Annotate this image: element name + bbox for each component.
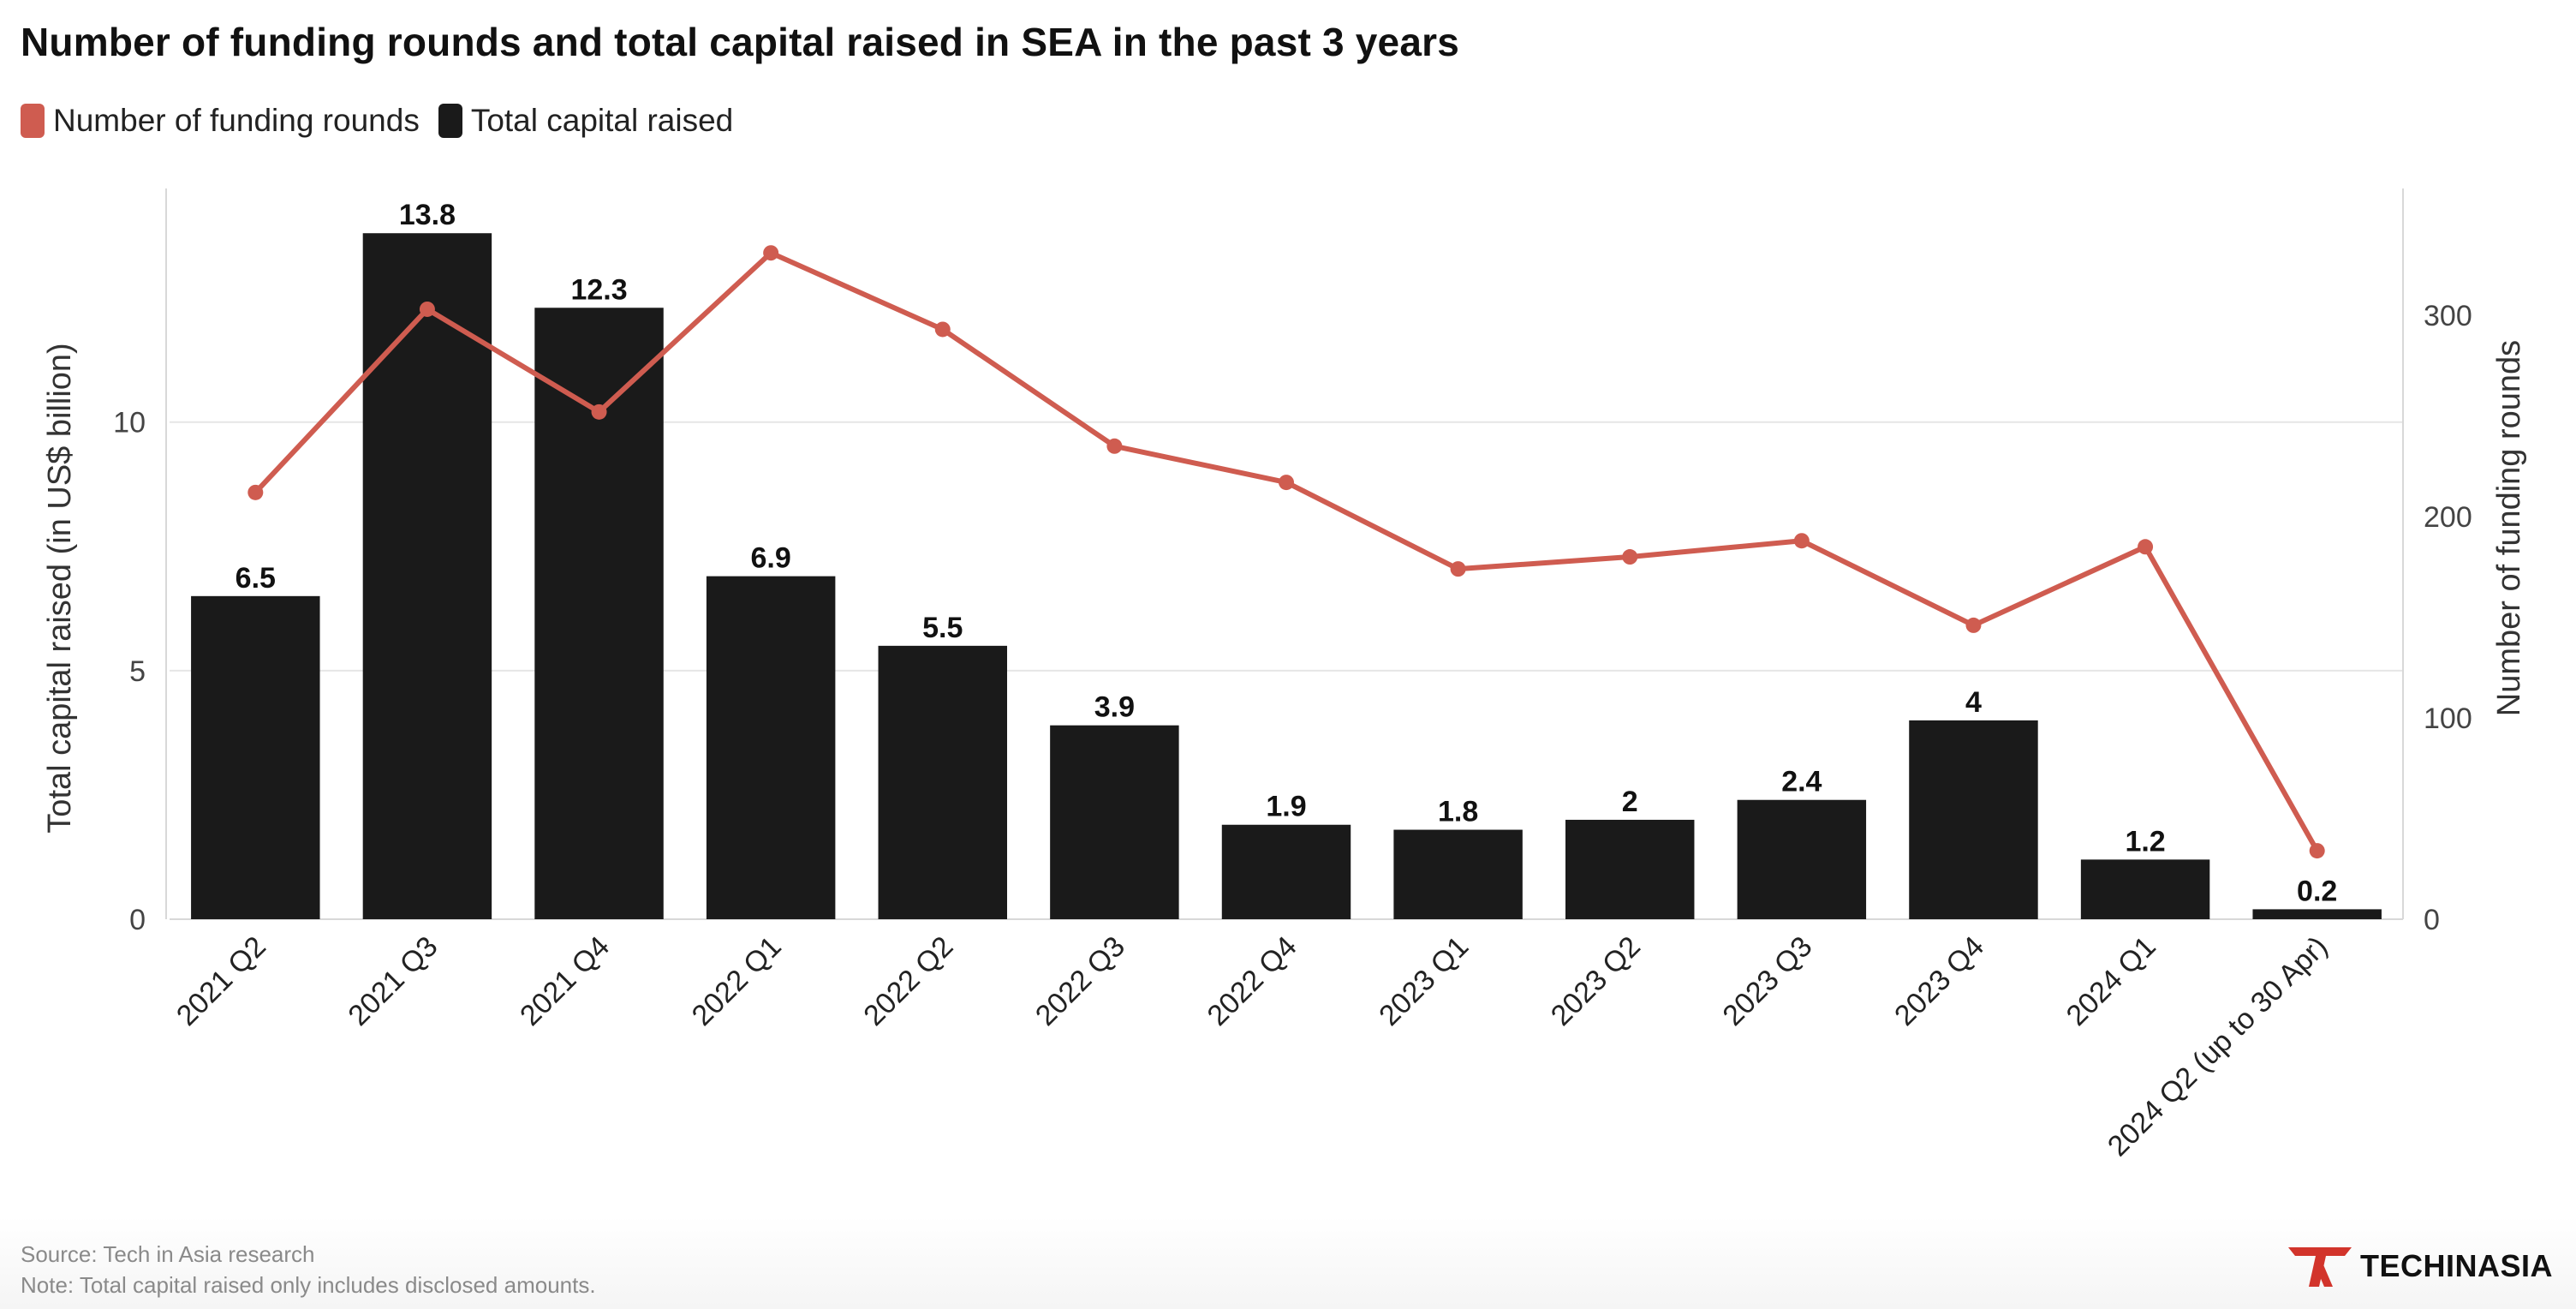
bar-value-label: 4 [1965, 686, 1982, 719]
rounds-point [591, 403, 607, 420]
x-tick-label: 2024 Q1 [2060, 930, 2162, 1032]
legend-label-rounds: Number of funding rounds [53, 103, 420, 138]
bar-value-label: 5.5 [922, 612, 963, 644]
x-tick-label: 2021 Q2 [170, 930, 272, 1032]
bar [2080, 859, 2210, 919]
y2-tick-label: 100 [2424, 702, 2472, 735]
bar-value-label: 3.9 [1094, 691, 1135, 724]
bar-value-label: 6.5 [236, 562, 276, 595]
x-tick-label: 2022 Q3 [1029, 930, 1131, 1032]
rounds-point [1622, 549, 1638, 565]
legend-swatch-rounds [21, 104, 45, 138]
techinasia-logo-icon [2288, 1247, 2352, 1287]
bar [1393, 829, 1523, 919]
rounds-point [1279, 475, 1294, 491]
bar [2252, 909, 2382, 919]
bar [191, 595, 320, 919]
rounds-point [763, 245, 779, 261]
rounds-point [419, 301, 435, 317]
techinasia-logo[interactable]: TECHINASIA [2285, 1242, 2553, 1290]
bar [1909, 720, 2038, 919]
y2-axis-title: Number of funding rounds [2491, 340, 2527, 716]
y2-tick-label: 200 [2424, 501, 2472, 534]
rounds-point [1450, 561, 1466, 577]
bar [1737, 799, 1867, 919]
bar-value-label: 13.8 [399, 199, 456, 231]
rounds-point [2138, 539, 2154, 555]
x-tick-label: 2021 Q4 [514, 930, 616, 1032]
bar [1221, 824, 1351, 919]
bar-value-label: 1.2 [2125, 825, 2165, 858]
y2-tick-label: 300 [2424, 300, 2472, 332]
bar [362, 233, 492, 919]
rounds-point [2309, 843, 2325, 859]
x-tick-label: 2021 Q3 [342, 930, 444, 1032]
x-tick-label: 2022 Q2 [857, 930, 959, 1032]
bar-value-label: 12.3 [570, 273, 627, 306]
y-tick-label: 0 [129, 904, 146, 936]
y2-tick-label: 0 [2424, 904, 2440, 936]
bar-value-label: 0.2 [2297, 875, 2337, 907]
source-text: Source: Tech in Asia research [21, 1241, 315, 1267]
bar [706, 576, 836, 919]
bar [1050, 725, 1179, 919]
y-tick-label: 10 [113, 407, 146, 439]
bar-value-label: 1.9 [1266, 791, 1306, 823]
x-tick-label: 2023 Q3 [1716, 930, 1818, 1032]
legend-item-capital[interactable]: Total capital raised [438, 103, 733, 139]
y-tick-label: 5 [129, 655, 146, 688]
legend-swatch-capital [438, 104, 462, 138]
x-tick-label: 2023 Q2 [1545, 930, 1647, 1032]
x-tick-label: 2022 Q4 [1202, 930, 1303, 1032]
x-tick-label: 2023 Q1 [1373, 930, 1475, 1032]
rounds-point [1965, 617, 1982, 633]
rounds-point [1106, 438, 1123, 454]
bar-value-label: 2.4 [1781, 766, 1822, 798]
x-tick-label: 2023 Q4 [1888, 930, 1990, 1032]
bar-value-label: 1.8 [1438, 796, 1478, 828]
bar [1565, 819, 1695, 919]
rounds-point [934, 321, 951, 338]
footer: Source: Tech in Asia research Note: Tota… [21, 1239, 596, 1300]
legend: Number of funding rounds Total capital r… [21, 103, 752, 139]
bar-value-label: 2 [1622, 786, 1638, 818]
techinasia-logo-text: TECHINASIA [2360, 1248, 2554, 1283]
legend-item-rounds[interactable]: Number of funding rounds [21, 103, 420, 139]
rounds-point [247, 484, 264, 500]
bar [878, 645, 1007, 919]
x-tick-label: 2022 Q1 [686, 930, 788, 1032]
note-text: Note: Total capital raised only includes… [21, 1272, 596, 1298]
bar-value-label: 6.9 [751, 542, 791, 575]
chart-title: Number of funding rounds and total capit… [21, 20, 1459, 64]
rounds-point [1793, 533, 1810, 549]
y-axis-title: Total capital raised (in US$ billion) [42, 343, 78, 833]
legend-label-capital: Total capital raised [470, 103, 734, 138]
bar [534, 308, 664, 919]
